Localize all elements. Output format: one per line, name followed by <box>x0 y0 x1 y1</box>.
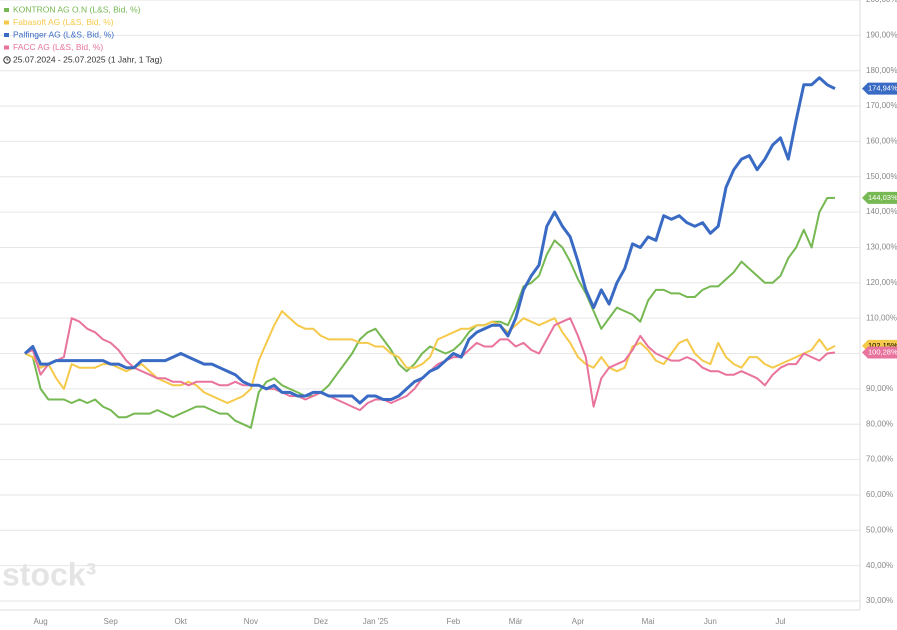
value-label: 144,03% <box>868 193 897 202</box>
line-layer <box>23 76 836 429</box>
legend-swatch <box>4 45 9 50</box>
value-label: 174,94% <box>868 84 897 93</box>
y-tick-label: 160,00% <box>866 137 897 146</box>
y-tick-label: 90,00% <box>866 384 893 393</box>
x-tick-label: Jan '25 <box>363 617 389 626</box>
clock-hand <box>6 58 9 61</box>
x-tick-label: Nov <box>244 617 258 626</box>
x-tick-label: Okt <box>175 617 188 626</box>
series-line <box>24 196 836 429</box>
watermark: stock³ <box>2 556 96 592</box>
value-tag <box>862 346 897 359</box>
y-tick-label: 70,00% <box>866 455 893 464</box>
legend-swatch <box>4 20 9 25</box>
legend-label: Fabasoft AG (L&S, Bid, %) <box>13 17 114 27</box>
y-tick-label: 50,00% <box>866 525 893 534</box>
y-tick-label: 140,00% <box>866 207 897 216</box>
x-tick-label: Sep <box>104 617 119 626</box>
clock-icon <box>3 56 11 64</box>
x-tick-label: Mär <box>509 617 523 626</box>
y-tick-label: 120,00% <box>866 278 897 287</box>
series-line <box>24 317 836 412</box>
x-tick-label: Jun <box>704 617 717 626</box>
legend-swatch <box>4 33 9 37</box>
y-tick-label: 130,00% <box>866 243 897 252</box>
x-tick-label: Aug <box>33 617 47 626</box>
legend-swatch <box>4 8 9 12</box>
x-tick-label: Mai <box>642 617 655 626</box>
value-tag <box>862 82 897 95</box>
legend-label: KONTRON AG O.N (L&S, Bid, %) <box>13 4 141 14</box>
subtitle: 25.07.2024 - 25.07.2025 (1 Jahr, 1 Tag) <box>13 54 162 64</box>
y-tick-label: 180,00% <box>866 66 897 75</box>
x-tick-label: Feb <box>446 617 460 626</box>
label-layer: 144,03% 102,15%100,28% 174,94% <box>862 82 897 359</box>
y-tick-label: 170,00% <box>866 101 897 110</box>
y-tick-label: 60,00% <box>866 490 893 499</box>
legend-label: Palfinger AG (L&S, Bid, %) <box>13 29 114 39</box>
value-label: 102,15% <box>868 341 897 350</box>
x-tick-label: Apr <box>572 617 585 626</box>
series-line <box>23 76 836 405</box>
y-tick-label: 80,00% <box>866 419 893 428</box>
value-label: 100,28% <box>868 348 897 357</box>
y-tick-label: 200,00% <box>866 0 897 4</box>
y-tick-label: 150,00% <box>866 172 897 181</box>
series-line <box>24 310 836 404</box>
legend-label: FACC AG (L&S, Bid, %) <box>13 42 103 52</box>
x-tick-label: Jul <box>775 617 785 626</box>
y-tick-label: 110,00% <box>866 313 897 322</box>
y-tick-label: 190,00% <box>866 30 897 39</box>
y-tick-label: 30,00% <box>866 596 893 605</box>
legend: KONTRON AG O.N (L&S, Bid, %) Fabasoft AG … <box>4 4 141 52</box>
y-tick-label: 40,00% <box>866 561 893 570</box>
value-tag <box>862 191 897 204</box>
x-tick-label: Dez <box>314 617 328 626</box>
date-range: 25.07.2024 - 25.07.2025 (1 Jahr, 1 Tag) <box>3 54 162 64</box>
